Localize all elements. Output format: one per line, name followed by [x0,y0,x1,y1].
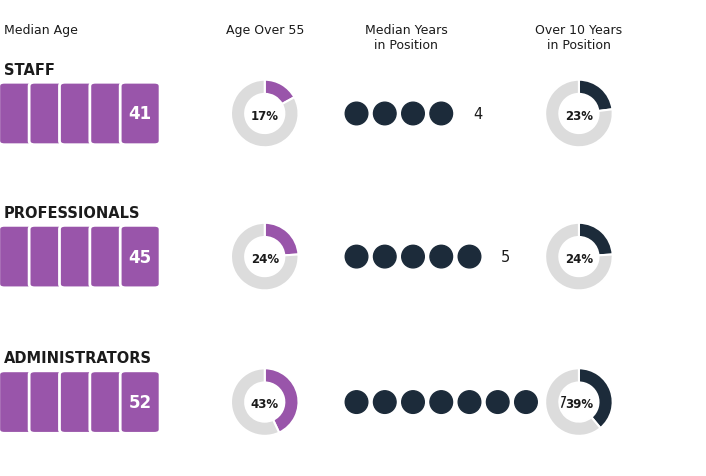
Ellipse shape [402,391,424,414]
FancyBboxPatch shape [59,226,100,288]
FancyBboxPatch shape [120,226,160,288]
Text: 45: 45 [128,248,152,266]
Wedge shape [579,368,613,428]
Text: 5: 5 [501,249,510,265]
Ellipse shape [486,391,509,414]
Text: 41: 41 [128,105,152,123]
FancyBboxPatch shape [90,226,130,288]
Text: 23%: 23% [565,109,593,122]
Wedge shape [579,223,613,256]
FancyBboxPatch shape [120,83,160,146]
Wedge shape [545,80,613,148]
Ellipse shape [373,246,396,268]
Text: 52: 52 [128,393,152,411]
Ellipse shape [515,391,537,414]
Wedge shape [265,368,299,433]
Ellipse shape [430,246,453,268]
FancyBboxPatch shape [29,371,69,433]
Ellipse shape [458,391,481,414]
Text: Median Years
in Position: Median Years in Position [364,24,448,52]
FancyBboxPatch shape [29,83,69,146]
FancyBboxPatch shape [90,83,130,146]
FancyBboxPatch shape [0,83,39,146]
Text: 4: 4 [473,107,482,122]
FancyBboxPatch shape [90,371,130,433]
Ellipse shape [458,246,481,268]
Wedge shape [579,80,612,112]
Wedge shape [545,223,613,291]
Text: 24%: 24% [565,252,593,265]
Text: 43%: 43% [251,397,279,410]
Ellipse shape [373,103,396,126]
FancyBboxPatch shape [59,371,100,433]
FancyBboxPatch shape [120,371,160,433]
Ellipse shape [345,391,368,414]
Wedge shape [265,223,299,256]
Ellipse shape [345,103,368,126]
Wedge shape [231,80,299,148]
Ellipse shape [402,103,424,126]
Text: Age Over 55: Age Over 55 [225,24,304,37]
Wedge shape [545,368,600,436]
FancyBboxPatch shape [0,371,39,433]
Text: 39%: 39% [565,397,593,410]
Ellipse shape [345,246,368,268]
Ellipse shape [373,391,396,414]
Text: 24%: 24% [251,252,279,265]
Wedge shape [231,223,299,291]
Wedge shape [265,80,294,105]
Ellipse shape [430,391,453,414]
Ellipse shape [402,246,424,268]
Text: ADMINISTRATORS: ADMINISTRATORS [4,350,152,366]
Text: Over 10 Years
in Position: Over 10 Years in Position [535,24,623,52]
Text: PROFESSIONALS: PROFESSIONALS [4,205,140,220]
Text: Median Age: Median Age [4,24,78,37]
Text: 7: 7 [558,395,567,410]
FancyBboxPatch shape [29,226,69,288]
Ellipse shape [430,103,453,126]
Text: STAFF: STAFF [4,62,54,78]
Text: 17%: 17% [251,109,279,122]
Wedge shape [231,368,279,436]
FancyBboxPatch shape [0,226,39,288]
FancyBboxPatch shape [59,83,100,146]
